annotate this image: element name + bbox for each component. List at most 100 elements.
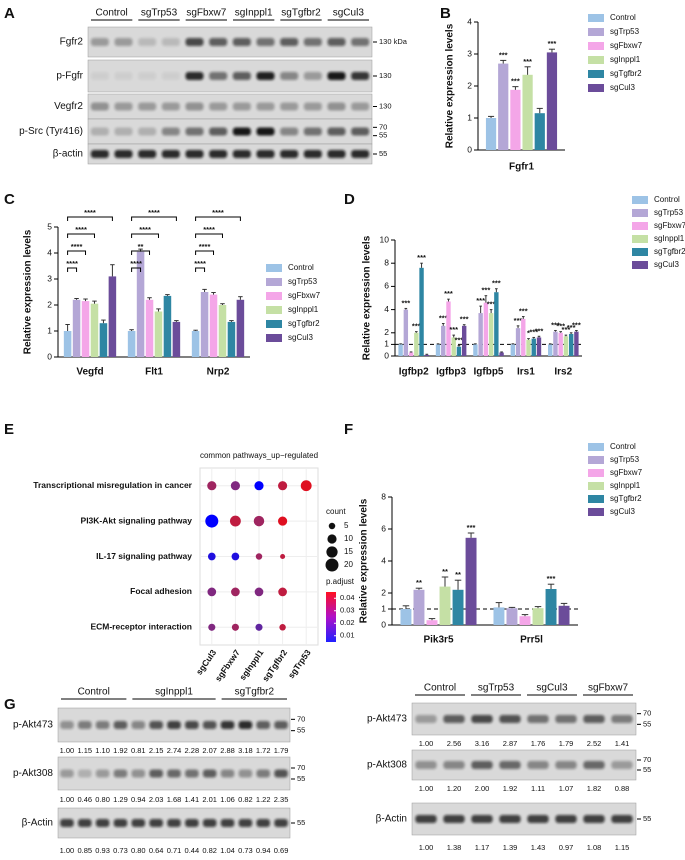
legend-label: sgFbxw7: [610, 468, 643, 477]
group-label: sgTrp53: [478, 683, 515, 694]
bar: [403, 309, 409, 356]
quant-value: 2.03: [149, 795, 164, 804]
sig-label: **: [455, 570, 461, 579]
dot: [278, 516, 288, 526]
bar: [426, 620, 438, 625]
marker-label: 55: [297, 726, 305, 735]
band: [138, 38, 157, 46]
bar: [456, 346, 462, 356]
size-legend-dot: [327, 534, 337, 544]
sig-label: ****: [194, 259, 206, 268]
quant-value: 1.00: [60, 846, 75, 855]
band: [471, 815, 493, 823]
sig-label: ***: [556, 322, 565, 331]
bar: [191, 331, 200, 357]
bar: [400, 609, 412, 625]
y-tick-label: 0: [47, 351, 52, 361]
bar: [534, 113, 545, 150]
sig-label: ***: [529, 327, 538, 336]
legend-swatch: [632, 235, 648, 243]
bar: [506, 608, 518, 625]
dot: [280, 553, 286, 560]
legend-swatch: [632, 196, 648, 204]
bar: [452, 589, 464, 625]
dot: [254, 481, 264, 491]
band: [583, 761, 605, 769]
blot-strip: [87, 118, 373, 145]
y-axis-label: Relative expression levels: [23, 229, 34, 354]
bar: [209, 294, 218, 357]
band: [471, 715, 493, 723]
marker-label: 55: [379, 131, 387, 140]
band: [185, 721, 199, 729]
quant-value: 1.82: [587, 784, 602, 793]
legend-swatch: [266, 292, 282, 300]
marker-label: 55: [297, 818, 305, 827]
sig-label: ****: [199, 242, 211, 251]
legend-label: sgFbxw7: [654, 221, 685, 230]
marker-label: 55: [379, 149, 387, 158]
sig-label: **: [416, 578, 422, 587]
y-tick-label: 2: [381, 587, 386, 597]
bar: [424, 354, 429, 356]
legend-swatch: [588, 456, 604, 464]
quant-value: 0.64: [149, 846, 164, 855]
band: [90, 38, 109, 46]
bar: [493, 607, 505, 625]
band: [131, 769, 146, 778]
legend-label: sgTrp53: [288, 277, 318, 286]
legend-swatch: [266, 334, 282, 342]
dot: [231, 623, 239, 631]
y-tick-label: 1: [47, 325, 52, 335]
band: [90, 72, 109, 80]
quant-value: 0.97: [559, 843, 574, 852]
group-label: Control: [96, 8, 128, 19]
bar: [515, 328, 521, 356]
y-tick-label: 0: [381, 619, 386, 629]
bar: [72, 299, 81, 357]
legend-label: sgCul3: [610, 83, 635, 92]
sig-label: ***: [523, 57, 532, 66]
group-label: sgTgfbr2: [235, 687, 275, 698]
pathway-label: Transcriptional misregulation in cancer: [33, 480, 192, 490]
marker-label: 70: [379, 122, 387, 131]
sig-label: **: [138, 242, 144, 251]
row-label: p-Akt308: [13, 768, 53, 779]
band: [77, 721, 92, 729]
band: [303, 127, 322, 136]
quant-value: 0.81: [131, 746, 146, 755]
band: [138, 102, 157, 111]
quant-value: 1.68: [167, 795, 182, 804]
bar: [172, 321, 181, 357]
sig-label: ***: [547, 574, 556, 583]
quant-value: 0.80: [95, 795, 110, 804]
panel-label: A: [4, 5, 15, 22]
legend-swatch: [588, 508, 604, 516]
panel-label: C: [4, 191, 15, 208]
band: [90, 127, 109, 136]
band: [280, 102, 299, 111]
band: [131, 819, 146, 827]
dot: [278, 587, 287, 597]
bar: [553, 331, 558, 356]
band: [527, 761, 549, 769]
band: [149, 721, 163, 729]
row-label: p-Fgfr: [56, 71, 83, 82]
legend-label: sgCul3: [288, 333, 313, 342]
row-label: β-Actin: [22, 818, 53, 829]
band: [95, 769, 110, 778]
sig-bracket: [67, 233, 95, 238]
bar: [218, 305, 227, 357]
band: [238, 819, 253, 827]
bar: [519, 616, 531, 625]
band: [185, 769, 199, 778]
bar: [435, 344, 441, 356]
sig-label: ***: [567, 323, 576, 332]
bar: [465, 537, 477, 625]
y-tick-label: 5: [47, 221, 52, 231]
band: [77, 819, 92, 827]
blot-strip: [87, 26, 373, 58]
sig-label: ***: [551, 320, 560, 329]
sig-label: ***: [417, 253, 426, 262]
legend-label: Control: [654, 195, 680, 204]
